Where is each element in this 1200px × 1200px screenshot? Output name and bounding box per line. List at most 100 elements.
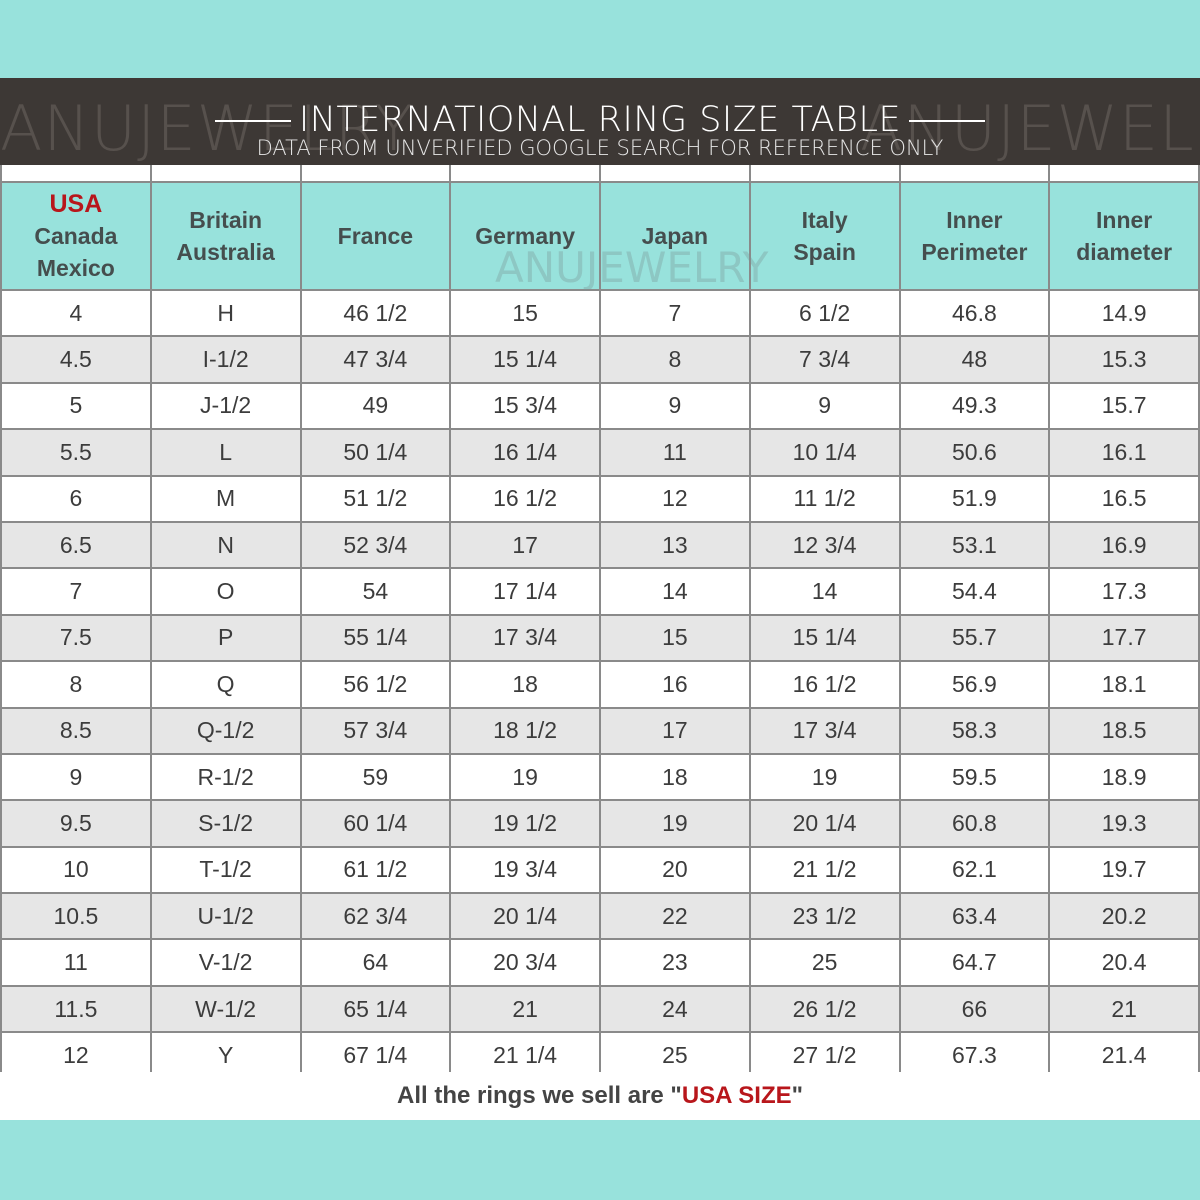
title-banner: ANUJEWELRY ANUJEWELRY INTERNATIONAL RING… (0, 78, 1200, 165)
column-header-line: Germany (475, 223, 575, 249)
table-cell: 64.7 (898, 938, 1051, 987)
column-header: USA Canada Mexico (0, 181, 152, 291)
table-cell: 20.2 (1048, 892, 1200, 941)
table-row: 11.5 W-1/2 65 1/4 21 24 26 1/2 66 21 (0, 984, 1200, 1034)
table-cell: 15 3/4 (449, 381, 601, 431)
table-cell: 11.5 (0, 984, 152, 1034)
table-cell: R-1/2 (149, 752, 302, 802)
page-subtitle: DATA FROM UNVERIFIED GOOGLE SEARCH FOR R… (256, 136, 944, 160)
watermark-right: ANUJEWELRY (860, 92, 1200, 165)
header-spacer-cell (449, 165, 601, 183)
table-row: 8 Q 56 1/2 18 16 16 1/2 56.9 18.1 (0, 660, 1200, 709)
footer-prefix: All the rings we sell are " (397, 1082, 682, 1109)
header-spacer-cell (898, 165, 1051, 183)
table-cell: 11 1/2 (748, 474, 901, 523)
table-cell: 12 (0, 1031, 152, 1080)
table-cell: 6 (0, 474, 152, 523)
table-cell: 9 (599, 381, 751, 431)
table-cell: 23 1/2 (748, 892, 901, 941)
table-cell: 20 3/4 (449, 938, 601, 987)
table-cell: 17.3 (1048, 567, 1200, 616)
table-cell: 21.4 (1048, 1031, 1200, 1080)
table-cell: 54.4 (898, 567, 1051, 616)
table-cell: 18 1/2 (449, 706, 601, 755)
table-cell: 8.5 (0, 706, 152, 755)
table-cell: 17.7 (1048, 613, 1200, 663)
table-cell: 52 3/4 (299, 520, 452, 570)
column-header-line: Japan (641, 223, 709, 249)
ring-size-table: USA Canada Mexico Britain Australia France Ger… (0, 165, 1200, 1080)
column-header: Italy Spain (748, 181, 901, 291)
table-cell: 25 (748, 938, 901, 987)
table-cell: 46 1/2 (299, 288, 452, 338)
table-cell: 22 (599, 892, 751, 941)
table-cell: 9 (0, 752, 152, 802)
table-cell: 16 1/2 (748, 660, 901, 709)
table-cell: 55 1/4 (299, 613, 452, 663)
column-header: Inner Perimeter (898, 181, 1051, 291)
table-cell: 60 1/4 (299, 799, 452, 848)
title-text: INTERNATIONAL RING SIZE TABLE (298, 100, 902, 140)
page-title: INTERNATIONAL RING SIZE TABLE (0, 100, 1200, 140)
table-cell: 20 (599, 845, 751, 895)
table-cell: 17 3/4 (449, 613, 601, 663)
table-cell: 67 1/4 (299, 1031, 452, 1080)
table-cell: 4 (0, 288, 152, 338)
table-cell: 8 (0, 660, 152, 709)
table-cell: 15 1/4 (449, 335, 601, 384)
table-cell: 16.1 (1048, 428, 1200, 477)
table-cell: Q-1/2 (149, 706, 302, 755)
table-cell: 50.6 (898, 428, 1051, 477)
table-row: 4 H 46 1/2 15 7 6 1/2 46.8 14.9 (0, 288, 1200, 338)
column-header-line: Perimeter (921, 239, 1028, 265)
table-row: 7.5 P 55 1/4 17 3/4 15 15 1/4 55.7 17.7 (0, 613, 1200, 663)
table-cell: W-1/2 (149, 984, 302, 1034)
table-cell: U-1/2 (149, 892, 302, 941)
table-cell: 7 3/4 (748, 335, 901, 384)
column-header: Germany (449, 181, 601, 291)
table-cell: 14 (748, 567, 901, 616)
table-cell: 55.7 (898, 613, 1051, 663)
table-cell: 8 (599, 335, 751, 384)
table-cell: 7 (0, 567, 152, 616)
table-cell: 18.5 (1048, 706, 1200, 755)
table-cell: 62.1 (898, 845, 1051, 895)
table-cell: 12 (599, 474, 751, 523)
table-cell: 4.5 (0, 335, 152, 384)
header-spacer-cell (748, 165, 901, 183)
table-cell: 17 (599, 706, 751, 755)
table-cell: L (149, 428, 302, 477)
table-cell: 56 1/2 (299, 660, 452, 709)
table-cell: 49 (299, 381, 452, 431)
table-cell: 66 (898, 984, 1051, 1034)
table-cell: 5 (0, 381, 152, 431)
table-cell: 59.5 (898, 752, 1051, 802)
column-header: Inner diameter (1048, 181, 1200, 291)
table-cell: 15 1/4 (748, 613, 901, 663)
table-cell: 20 1/4 (449, 892, 601, 941)
table-cell: Y (149, 1031, 302, 1080)
column-header-line: Britain (189, 207, 263, 233)
table-cell: 18 (599, 752, 751, 802)
table-cell: 15.3 (1048, 335, 1200, 384)
table-cell: 21 (1048, 984, 1200, 1034)
table-cell: 53.1 (898, 520, 1051, 570)
column-header-line: Australia (176, 239, 275, 265)
column-header: Japan (599, 181, 751, 291)
header-spacer-cell (149, 165, 302, 183)
table-cell: 21 1/4 (449, 1031, 601, 1080)
table-cell: 10 1/4 (748, 428, 901, 477)
table-cell: 47 3/4 (299, 335, 452, 384)
column-header-line: Inner (946, 207, 1003, 233)
column-header-line: Canada (34, 223, 118, 249)
table-cell: H (149, 288, 302, 338)
table-cell: 19 1/2 (449, 799, 601, 848)
table-cell: M (149, 474, 302, 523)
column-header-line: Spain (793, 239, 856, 265)
table-cell: 20 1/4 (748, 799, 901, 848)
table-row: 4.5 I-1/2 47 3/4 15 1/4 8 7 3/4 48 15.3 (0, 335, 1200, 384)
table-cell: 23 (599, 938, 751, 987)
table-cell: 6.5 (0, 520, 152, 570)
table-cell: 17 1/4 (449, 567, 601, 616)
table-cell: 24 (599, 984, 751, 1034)
